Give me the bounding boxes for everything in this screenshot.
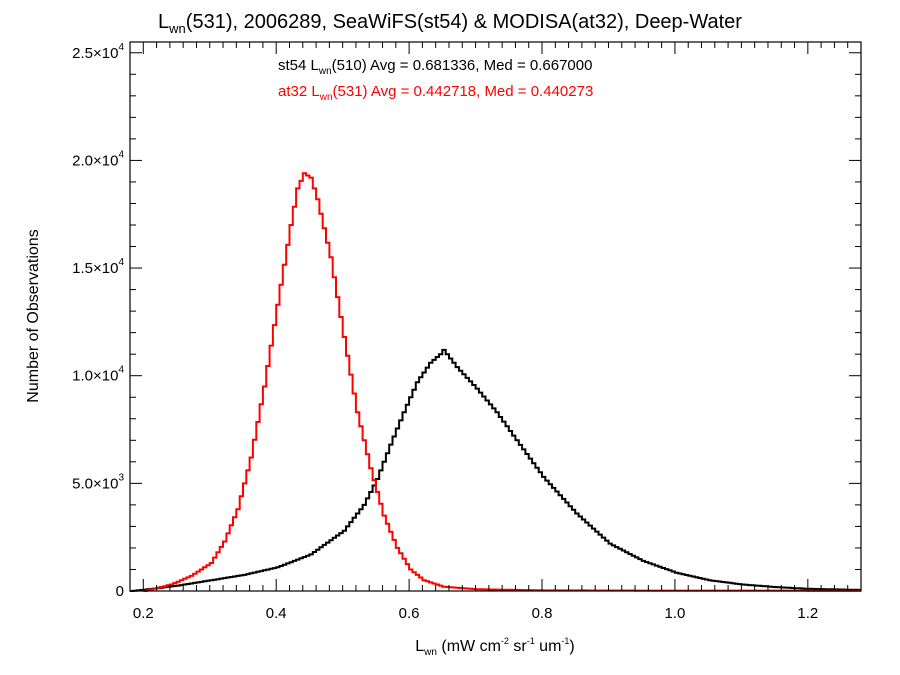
stat-line-st54: st54 Lwn(510) Avg = 0.681336, Med = 0.66… — [278, 57, 592, 77]
y-tick-label: 0 — [116, 583, 124, 600]
x-tick-label: 1.2 — [797, 605, 818, 622]
y-tick-label: 1.0×104 — [72, 365, 124, 385]
y-tick-label: 5.0×103 — [72, 472, 124, 492]
x-tick-label: 0.8 — [532, 605, 553, 622]
y-axis-label: Number of Observations — [25, 229, 42, 402]
plot-frame — [129, 41, 862, 592]
x-axis-label: Lwn (mW cm-2 sr-1 um-1) — [415, 636, 575, 658]
y-tick-label: 2.5×104 — [72, 42, 124, 62]
y-tick-label: 2.0×104 — [72, 149, 124, 169]
x-tick-label: 0.4 — [266, 605, 287, 622]
x-tick-label: 1.0 — [664, 605, 685, 622]
series-st54-line — [130, 348, 861, 592]
y-tick-label: 1.5×104 — [72, 257, 124, 277]
axes-layer: 0.2 0.4 0.6 0.8 1.0 1.2 0 5.0×103 1.0×104 1.5×104… — [72, 41, 862, 622]
chart-title: Lwn(531), 2006289, SeaWiFS(st54) & MODIS… — [158, 11, 742, 36]
x-tick-label: 0.2 — [133, 605, 154, 622]
x-tick-label: 0.6 — [399, 605, 420, 622]
stat-line-at32: at32 Lwn(531) Avg = 0.442718, Med = 0.44… — [278, 83, 593, 103]
